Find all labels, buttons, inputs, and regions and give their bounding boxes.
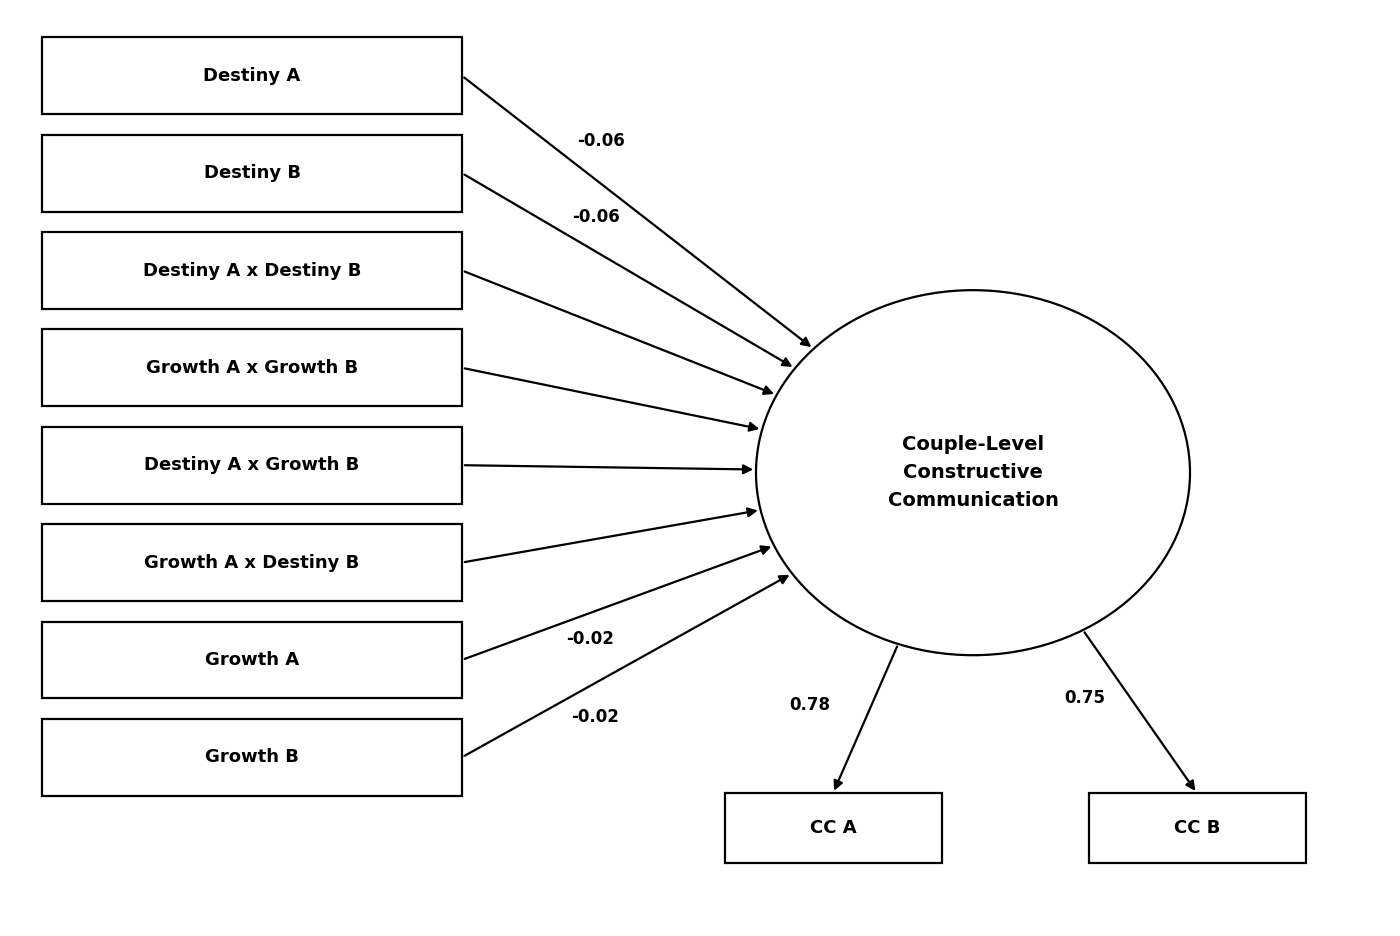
FancyBboxPatch shape [42, 622, 462, 698]
Text: Growth A: Growth A [204, 651, 300, 669]
FancyBboxPatch shape [42, 37, 462, 114]
Text: Growth B: Growth B [204, 748, 300, 767]
Text: Destiny A x Growth B: Destiny A x Growth B [144, 456, 360, 475]
Text: Destiny B: Destiny B [203, 164, 301, 183]
Text: Growth A x Growth B: Growth A x Growth B [146, 358, 358, 377]
Text: 0.75: 0.75 [1064, 689, 1105, 707]
Text: -0.06: -0.06 [573, 208, 620, 226]
FancyBboxPatch shape [42, 135, 462, 212]
Text: Destiny A: Destiny A [203, 66, 301, 85]
FancyBboxPatch shape [42, 329, 462, 406]
Text: -0.06: -0.06 [577, 132, 624, 150]
Text: 0.78: 0.78 [790, 695, 830, 713]
Text: CC A: CC A [809, 819, 857, 838]
Text: -0.02: -0.02 [566, 630, 615, 648]
FancyBboxPatch shape [42, 524, 462, 601]
Text: -0.02: -0.02 [571, 708, 619, 726]
FancyBboxPatch shape [1089, 793, 1305, 863]
Text: Couple-Level
Constructive
Communication: Couple-Level Constructive Communication [888, 435, 1058, 510]
Text: Destiny A x Destiny B: Destiny A x Destiny B [143, 261, 361, 280]
FancyBboxPatch shape [42, 232, 462, 309]
FancyBboxPatch shape [42, 719, 462, 796]
FancyBboxPatch shape [42, 427, 462, 504]
FancyBboxPatch shape [725, 793, 941, 863]
Text: CC B: CC B [1173, 819, 1221, 838]
Ellipse shape [756, 290, 1190, 655]
Text: Growth A x Destiny B: Growth A x Destiny B [144, 553, 360, 572]
